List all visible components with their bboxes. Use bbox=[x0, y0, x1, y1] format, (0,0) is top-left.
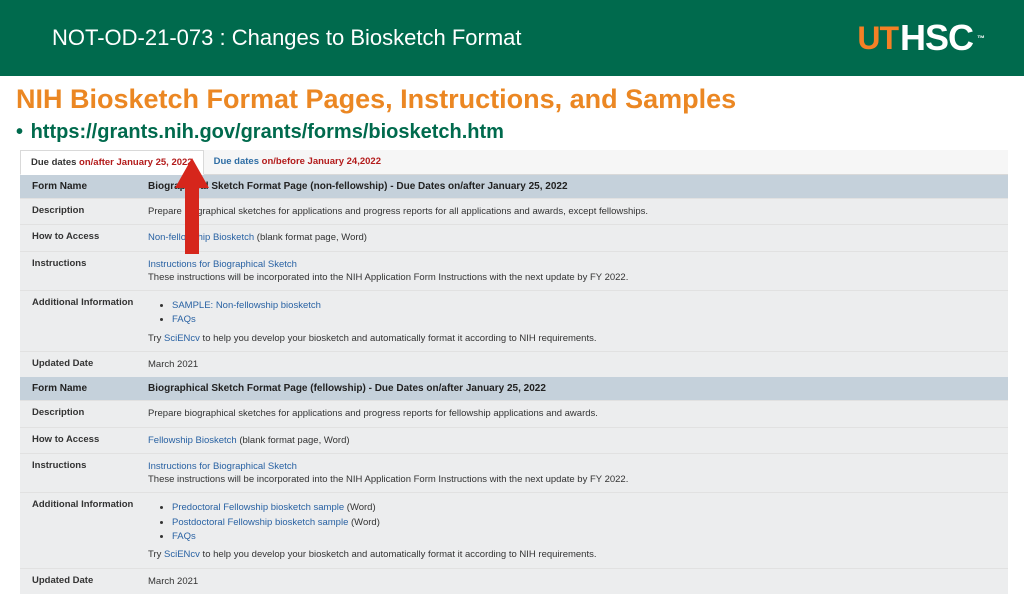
url-line: • https://grants.nih.gov/grants/forms/bi… bbox=[0, 119, 1024, 150]
list-item: SAMPLE: Non-fellowship biosketch bbox=[172, 299, 1000, 313]
row-how-to-access-1: How to Access Non-fellowship Biosketch (… bbox=[20, 224, 1008, 250]
predoc-link[interactable]: Predoctoral Fellowship biosketch sample bbox=[172, 502, 344, 513]
label: Additional Information bbox=[32, 297, 148, 345]
label: Description bbox=[32, 205, 148, 218]
try-pre: Try bbox=[148, 333, 164, 344]
value: Prepare biographical sketches for applic… bbox=[148, 205, 1000, 218]
form-name-label: Form Name bbox=[32, 383, 148, 394]
value: March 2021 bbox=[148, 358, 1000, 371]
label: Instructions bbox=[32, 258, 148, 285]
tab-date: on/before January 24,2022 bbox=[262, 156, 381, 167]
list-item: Predoctoral Fellowship biosketch sample … bbox=[172, 501, 1000, 515]
suffix: (Word) bbox=[348, 517, 380, 528]
row-additional-1: Additional Information SAMPLE: Non-fello… bbox=[20, 290, 1008, 351]
row-how-to-access-2: How to Access Fellowship Biosketch (blan… bbox=[20, 427, 1008, 453]
fellowship-biosketch-link[interactable]: Fellowship Biosketch bbox=[148, 435, 237, 446]
form-name-value: Biographical Sketch Format Page (non-fel… bbox=[148, 181, 568, 192]
tab-bar: Due dates on/after January 25, 2022 Due … bbox=[20, 150, 1008, 175]
list-item: Postdoctoral Fellowship biosketch sample… bbox=[172, 516, 1000, 530]
value: SAMPLE: Non-fellowship biosketch FAQs Tr… bbox=[148, 297, 1000, 345]
logo-ut-text: UT bbox=[857, 20, 898, 57]
label: Description bbox=[32, 407, 148, 420]
row-additional-2: Additional Information Predoctoral Fello… bbox=[20, 492, 1008, 567]
try-text: Try SciENcv to help you develop your bio… bbox=[148, 548, 1000, 561]
value: March 2021 bbox=[148, 575, 1000, 588]
section-header-2: Form Name Biographical Sketch Format Pag… bbox=[20, 377, 1008, 400]
suffix: (blank format page, Word) bbox=[254, 232, 367, 243]
form-name-label: Form Name bbox=[32, 181, 148, 192]
list-item: FAQs bbox=[172, 313, 1000, 327]
logo-hsc-text: HSC bbox=[900, 17, 973, 59]
label: Additional Information bbox=[32, 499, 148, 561]
red-arrow-icon bbox=[175, 158, 209, 254]
uthsc-logo: UT HSC ™ bbox=[857, 17, 984, 59]
sample-link[interactable]: SAMPLE: Non-fellowship biosketch bbox=[172, 300, 321, 311]
section-header-1: Form Name Biographical Sketch Format Pag… bbox=[20, 175, 1008, 198]
row-description-2: Description Prepare biographical sketche… bbox=[20, 400, 1008, 426]
suffix: (Word) bbox=[344, 502, 376, 513]
value: Prepare biographical sketches for applic… bbox=[148, 407, 1000, 420]
row-description-1: Description Prepare biographical sketche… bbox=[20, 198, 1008, 224]
try-post: to help you develop your biosketch and a… bbox=[200, 549, 597, 560]
page-title: NIH Biosketch Format Pages, Instructions… bbox=[0, 76, 1024, 119]
logo-trademark: ™ bbox=[977, 34, 984, 43]
faqs-link[interactable]: FAQs bbox=[172, 314, 196, 325]
value: Non-fellowship Biosketch (blank format p… bbox=[148, 231, 1000, 244]
form-name-value: Biographical Sketch Format Page (fellows… bbox=[148, 383, 546, 394]
label: Updated Date bbox=[32, 358, 148, 371]
tab-on-before[interactable]: Due dates on/before January 24,2022 bbox=[204, 150, 391, 174]
label: Instructions bbox=[32, 460, 148, 487]
try-post: to help you develop your biosketch and a… bbox=[200, 333, 597, 344]
row-instructions-2: Instructions Instructions for Biographic… bbox=[20, 453, 1008, 493]
row-updated-1: Updated Date March 2021 bbox=[20, 351, 1008, 377]
url-text: https://grants.nih.gov/grants/forms/bios… bbox=[31, 121, 504, 143]
sciencv-link[interactable]: SciENcv bbox=[164, 333, 200, 344]
row-updated-2: Updated Date March 2021 bbox=[20, 568, 1008, 594]
sciencv-link[interactable]: SciENcv bbox=[164, 549, 200, 560]
label: How to Access bbox=[32, 231, 148, 244]
value: Fellowship Biosketch (blank format page,… bbox=[148, 434, 1000, 447]
additional-list: SAMPLE: Non-fellowship biosketch FAQs bbox=[172, 299, 1000, 328]
instructions-text: These instructions will be incorporated … bbox=[148, 272, 628, 283]
label: How to Access bbox=[32, 434, 148, 447]
label: Updated Date bbox=[32, 575, 148, 588]
suffix: (blank format page, Word) bbox=[237, 435, 350, 446]
list-item: FAQs bbox=[172, 530, 1000, 544]
instructions-link[interactable]: Instructions for Biographical Sketch bbox=[148, 461, 297, 472]
additional-list: Predoctoral Fellowship biosketch sample … bbox=[172, 501, 1000, 544]
header-title: NOT-OD-21-073 : Changes to Biosketch For… bbox=[52, 25, 522, 51]
instructions-link[interactable]: Instructions for Biographical Sketch bbox=[148, 259, 297, 270]
row-instructions-1: Instructions Instructions for Biographic… bbox=[20, 251, 1008, 291]
tab-pre: Due dates bbox=[31, 157, 79, 168]
content-table: Form Name Biographical Sketch Format Pag… bbox=[20, 175, 1008, 594]
instructions-text: These instructions will be incorporated … bbox=[148, 474, 628, 485]
try-text: Try SciENcv to help you develop your bio… bbox=[148, 332, 1000, 345]
postdoc-link[interactable]: Postdoctoral Fellowship biosketch sample bbox=[172, 517, 348, 528]
value: Instructions for Biographical Sketch The… bbox=[148, 258, 1000, 285]
value: Predoctoral Fellowship biosketch sample … bbox=[148, 499, 1000, 561]
embedded-screenshot: Due dates on/after January 25, 2022 Due … bbox=[20, 150, 1008, 594]
try-pre: Try bbox=[148, 549, 164, 560]
tab-pre: Due dates bbox=[214, 156, 262, 167]
faqs-link[interactable]: FAQs bbox=[172, 531, 196, 542]
bullet-icon: • bbox=[16, 121, 23, 143]
slide-header: NOT-OD-21-073 : Changes to Biosketch For… bbox=[0, 0, 1024, 76]
value: Instructions for Biographical Sketch The… bbox=[148, 460, 1000, 487]
